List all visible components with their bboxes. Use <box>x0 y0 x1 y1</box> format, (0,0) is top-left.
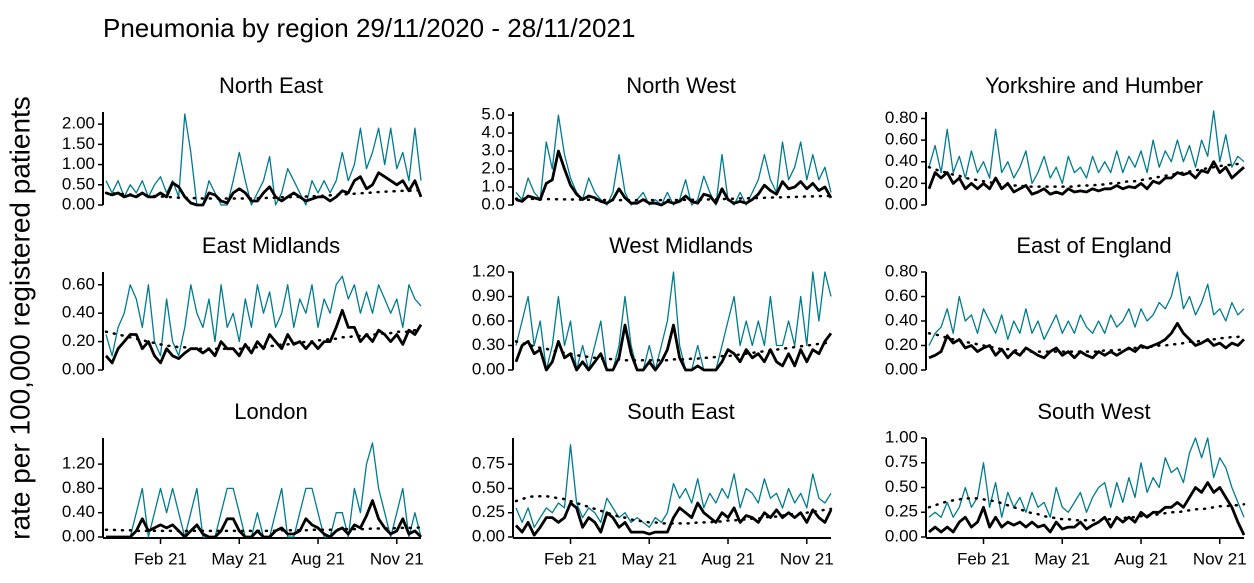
smoothed-line <box>928 481 1246 536</box>
y-tick-label: 0.60 <box>885 286 918 305</box>
x-tick-label: Feb 21 <box>134 549 187 568</box>
y-tick-label: 0.0 <box>481 194 505 213</box>
y-tick-label: 0.80 <box>885 108 918 127</box>
y-tick-label: 0.75 <box>885 452 918 471</box>
smoothed-line <box>106 499 422 539</box>
smoothed-line <box>927 160 1245 196</box>
panel-title: South West <box>1037 399 1150 424</box>
x-tick-label: Aug 21 <box>701 549 755 568</box>
y-tick-label: 0.60 <box>885 130 918 149</box>
y-tick-label: 0.50 <box>472 478 505 497</box>
x-tick-label: Aug 21 <box>291 549 345 568</box>
y-tick-label: 0.60 <box>62 274 95 293</box>
smoothed-line <box>514 501 833 537</box>
y-axis-label: rate per 100,000 registered patients <box>4 96 35 540</box>
panel-title: West Midlands <box>609 233 753 258</box>
trend-line <box>927 497 1246 522</box>
y-tick-label: 0.80 <box>885 261 918 280</box>
panel-title: East of England <box>1016 233 1171 258</box>
x-tick-label: Feb 21 <box>957 549 1010 568</box>
y-tick-label: 0.00 <box>885 194 918 213</box>
trend-line <box>514 494 833 525</box>
y-tick-label: 0.00 <box>472 526 505 545</box>
y-tick-label: 4.0 <box>481 123 505 142</box>
y-tick-label: 0.90 <box>472 286 505 305</box>
trend-line <box>927 162 1246 188</box>
y-tick-label: 0.40 <box>62 502 95 521</box>
y-tick-label: 0.30 <box>472 335 505 354</box>
panel-title: South East <box>627 399 735 424</box>
daily-line <box>105 275 422 357</box>
y-tick-label: 1.0 <box>481 176 505 195</box>
smoothed-line <box>515 149 833 207</box>
y-tick-label: 0.00 <box>62 359 95 378</box>
x-tick-label: May 21 <box>621 549 677 568</box>
panel-title: Yorkshire and Humber <box>985 73 1203 98</box>
y-tick-label: 0.40 <box>62 303 95 322</box>
y-tick-label: 0.20 <box>62 331 95 350</box>
y-tick-label: 2.00 <box>62 114 95 133</box>
y-tick-label: 0.00 <box>885 526 918 545</box>
y-tick-label: 1.50 <box>62 134 95 153</box>
y-tick-label: 0.40 <box>885 151 918 170</box>
y-tick-label: 0.25 <box>472 502 505 521</box>
smoothed-line <box>514 323 833 372</box>
panel-title: East Midlands <box>202 233 340 258</box>
trend-line <box>104 189 423 200</box>
y-tick-label: 0.20 <box>885 335 918 354</box>
x-tick-label: Nov 21 <box>370 549 424 568</box>
y-tick-label: 0.60 <box>472 310 505 329</box>
daily-line <box>106 442 422 538</box>
trend-line <box>514 194 833 202</box>
y-tick-label: 0.40 <box>885 310 918 329</box>
x-tick-label: May 21 <box>211 549 267 568</box>
y-tick-label: 0.75 <box>472 454 505 473</box>
y-tick-label: 0.50 <box>885 477 918 496</box>
y-tick-label: 3.0 <box>481 141 505 160</box>
panel-title: North West <box>626 73 736 98</box>
y-tick-label: 0.20 <box>885 173 918 192</box>
y-tick-label: 0.25 <box>885 502 918 521</box>
y-tick-label: 0.00 <box>885 359 918 378</box>
smoothed-line <box>105 171 423 207</box>
daily-line <box>105 113 422 206</box>
daily-line <box>928 110 1245 185</box>
x-tick-label: Nov 21 <box>780 549 834 568</box>
y-tick-label: 0.00 <box>472 359 505 378</box>
smoothed-line <box>104 308 423 365</box>
y-tick-label: 1.00 <box>885 427 918 446</box>
y-tick-label: 2.0 <box>481 159 505 178</box>
trend-line <box>927 332 1246 353</box>
daily-line <box>515 444 832 528</box>
y-tick-label: 1.00 <box>62 154 95 173</box>
y-tick-label: 5.0 <box>481 105 505 124</box>
y-tick-label: 0.00 <box>62 526 95 545</box>
daily-line <box>928 437 1245 518</box>
trend-line <box>514 340 833 362</box>
x-tick-label: May 21 <box>1034 549 1090 568</box>
y-tick-label: 0.50 <box>62 174 95 193</box>
y-tick-label: 1.20 <box>62 454 95 473</box>
x-tick-label: Nov 21 <box>1193 549 1247 568</box>
daily-line <box>515 271 832 371</box>
y-tick-label: 0.00 <box>62 194 95 213</box>
x-tick-label: Aug 21 <box>1114 549 1168 568</box>
y-tick-label: 1.20 <box>472 261 505 280</box>
panel-title: London <box>234 399 307 424</box>
x-tick-label: Feb 21 <box>544 549 597 568</box>
daily-line <box>515 114 832 206</box>
daily-line <box>928 271 1245 346</box>
panel-title: North East <box>219 73 323 98</box>
y-tick-label: 0.80 <box>62 478 95 497</box>
chart-title: Pneumonia by region 29/11/2020 - 28/11/2… <box>103 13 635 43</box>
trend-line <box>104 328 423 350</box>
